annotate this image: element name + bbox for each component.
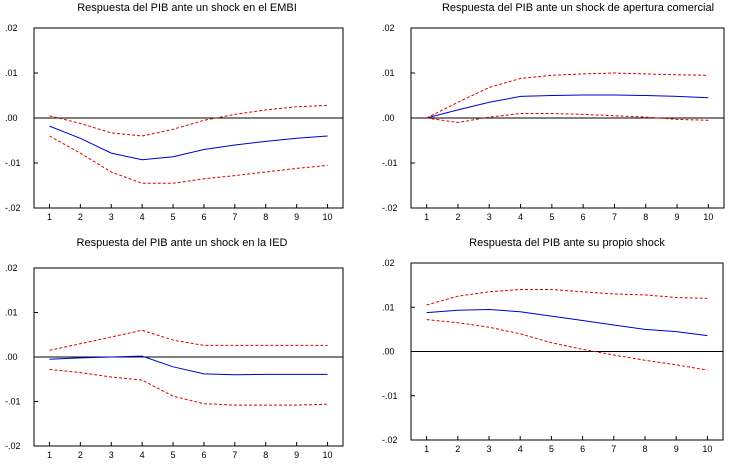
x-tick-label: 8 <box>642 444 647 454</box>
x-tick-label: 9 <box>294 450 299 460</box>
x-tick-label: 10 <box>323 450 333 460</box>
y-tick-label: -.02 <box>5 203 21 213</box>
chart-panel-apertura-comercial: Respuesta del PIB ante un shock de apert… <box>378 0 756 232</box>
chart-svg: Respuesta del PIB ante un shock en el EM… <box>5 2 344 222</box>
x-tick-label: 5 <box>549 444 554 454</box>
upper-band-line <box>49 104 328 137</box>
chart-panel-propio-shock: Respuesta del PIB ante su propio shock .0… <box>378 232 756 465</box>
x-tick-label: 5 <box>549 212 554 222</box>
x-tick-label: 4 <box>518 212 523 222</box>
x-tick-label: 3 <box>487 212 492 222</box>
response-line <box>426 94 709 119</box>
chart-svg: Respuesta del PIB ante su propio shock .0… <box>382 237 724 454</box>
x-tick-label: 10 <box>703 212 713 222</box>
x-tick-label: 1 <box>47 212 52 222</box>
y-tick-label: .02 <box>382 258 395 268</box>
y-tick-label: .00 <box>5 113 18 123</box>
x-tick-label: 7 <box>232 212 237 222</box>
x-tick-label: 6 <box>580 444 585 454</box>
x-tick-label: 7 <box>232 450 237 460</box>
x-tick-label: 1 <box>424 444 429 454</box>
chart-svg: Respuesta del PIB ante un shock de apert… <box>382 2 725 222</box>
x-tick-label: 5 <box>171 212 176 222</box>
y-tick-label: -.02 <box>382 203 398 213</box>
upper-band-line <box>426 289 708 306</box>
response-line <box>49 355 328 376</box>
x-tick-label: 9 <box>294 212 299 222</box>
y-tick-label: -.01 <box>5 397 21 407</box>
x-tick-label: 6 <box>581 212 586 222</box>
y-tick-label: .01 <box>5 308 18 318</box>
x-tick-label: 5 <box>171 450 176 460</box>
x-tick-label: 6 <box>201 450 206 460</box>
x-tick-label: 7 <box>611 444 616 454</box>
x-tick-label: 4 <box>518 444 523 454</box>
x-tick-label: 8 <box>643 212 648 222</box>
chart-title: Respuesta del PIB ante un shock en la IE… <box>77 237 288 249</box>
y-tick-label: .01 <box>5 68 18 78</box>
x-tick-label: 8 <box>263 450 268 460</box>
x-tick-label: 10 <box>323 212 333 222</box>
chart-svg: Respuesta del PIB ante un shock en la IE… <box>5 237 344 460</box>
chart-title: Respuesta del PIB ante su propio shock <box>469 237 665 249</box>
response-line <box>49 125 328 161</box>
x-tick-label: 3 <box>109 450 114 460</box>
chart-panel-ied: Respuesta del PIB ante un shock en la IE… <box>0 232 378 465</box>
response-line <box>426 308 708 337</box>
y-tick-label: .02 <box>382 23 395 33</box>
chart-title: Respuesta del PIB ante un shock en el EM… <box>77 2 297 14</box>
lower-band-line <box>49 135 328 184</box>
x-tick-label: 6 <box>201 212 206 222</box>
x-tick-label: 7 <box>612 212 617 222</box>
lower-band-line <box>49 369 328 406</box>
y-tick-label: .00 <box>382 113 395 123</box>
x-tick-label: 2 <box>78 212 83 222</box>
y-tick-label: -.02 <box>5 441 21 451</box>
x-tick-label: 1 <box>47 450 52 460</box>
y-tick-label: .01 <box>382 302 395 312</box>
x-tick-label: 4 <box>140 450 145 460</box>
y-tick-label: -.01 <box>5 158 21 168</box>
x-tick-label: 1 <box>424 212 429 222</box>
lower-band-line <box>426 319 708 371</box>
upper-band-line <box>49 329 328 351</box>
x-tick-label: 8 <box>263 212 268 222</box>
y-tick-label: .02 <box>5 263 18 273</box>
y-tick-label: .00 <box>382 347 395 357</box>
x-tick-label: 2 <box>455 212 460 222</box>
upper-band-line <box>426 72 709 119</box>
x-tick-label: 2 <box>455 444 460 454</box>
x-tick-label: 3 <box>486 444 491 454</box>
x-tick-label: 2 <box>78 450 83 460</box>
x-tick-label: 3 <box>109 212 114 222</box>
y-tick-label: -.01 <box>382 158 398 168</box>
x-tick-label: 10 <box>702 444 712 454</box>
y-tick-label: .00 <box>5 352 18 362</box>
y-tick-label: -.01 <box>382 391 398 401</box>
y-tick-label: -.02 <box>382 435 398 445</box>
chart-panel-embi: Respuesta del PIB ante un shock en el EM… <box>0 0 378 232</box>
y-tick-label: .01 <box>382 68 395 78</box>
chart-title: Respuesta del PIB ante un shock de apert… <box>442 2 714 14</box>
y-tick-label: .02 <box>5 23 18 33</box>
x-tick-label: 9 <box>674 444 679 454</box>
lower-band-line <box>426 113 709 124</box>
x-tick-label: 4 <box>140 212 145 222</box>
x-tick-label: 9 <box>675 212 680 222</box>
